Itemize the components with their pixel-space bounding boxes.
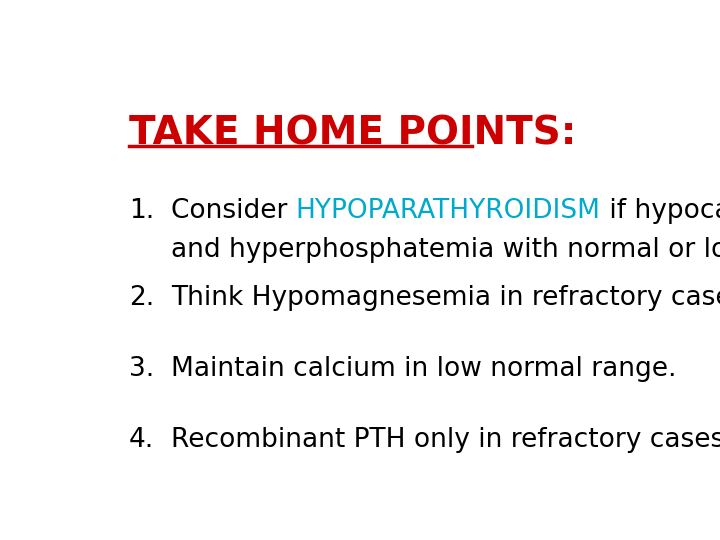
Text: HYPOPARATHYROIDISM: HYPOPARATHYROIDISM (296, 198, 600, 224)
Text: and hyperphosphatemia with normal or low PTH.: and hyperphosphatemia with normal or low… (171, 238, 720, 264)
Text: 4.: 4. (129, 427, 154, 453)
Text: Think Hypomagnesemia in refractory cases.: Think Hypomagnesemia in refractory cases… (171, 285, 720, 311)
Text: 3.: 3. (129, 356, 154, 382)
Text: if hypocalcemia: if hypocalcemia (600, 198, 720, 224)
Text: TAKE HOME POINTS:: TAKE HOME POINTS: (129, 114, 577, 153)
Text: 2.: 2. (129, 285, 154, 311)
Text: 1.: 1. (129, 198, 154, 224)
Text: Maintain calcium in low normal range.: Maintain calcium in low normal range. (171, 356, 676, 382)
Text: Recombinant PTH only in refractory cases.: Recombinant PTH only in refractory cases… (171, 427, 720, 453)
Text: Consider: Consider (171, 198, 296, 224)
